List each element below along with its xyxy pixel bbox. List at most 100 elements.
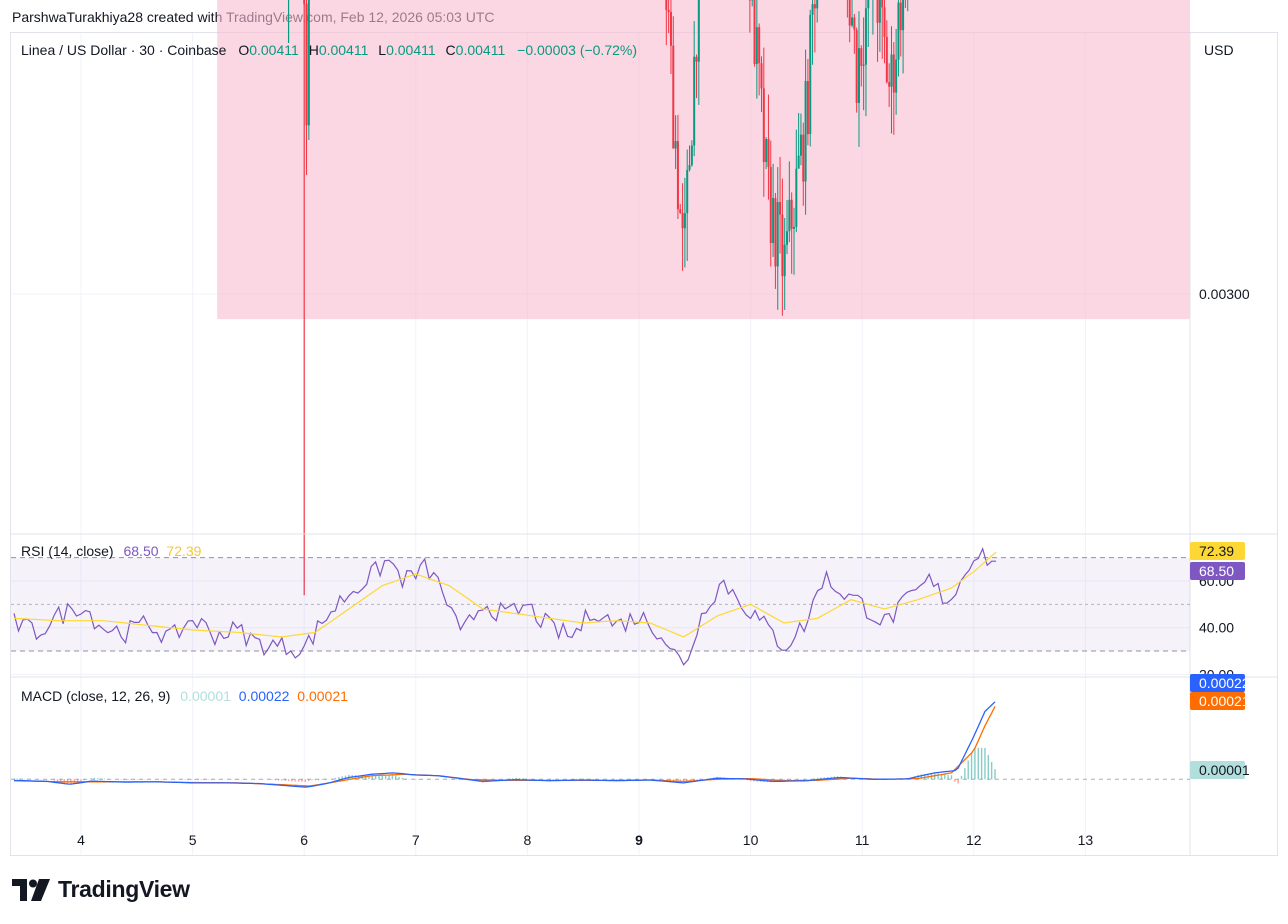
candle-body	[876, 0, 879, 23]
macd-value: 0.00022	[238, 688, 290, 704]
date-tick-label: 5	[189, 832, 197, 848]
macd-signal-value: 0.00021	[297, 688, 348, 704]
rsi-tag	[1190, 562, 1245, 580]
candle-body	[897, 2, 900, 60]
pane-separators	[11, 33, 1277, 855]
signal-tag-label: 0.00021	[1199, 693, 1250, 709]
price-candles	[287, 0, 909, 596]
rsi-ma-value: 72.39	[166, 543, 202, 559]
rsi-pane	[11, 547, 1190, 666]
macd-legend: MACD (close, 12, 26, 9) 0.00001 0.00022 …	[21, 688, 348, 704]
open-value: 0.00411	[249, 42, 299, 58]
candle-body	[788, 199, 791, 232]
candle-body	[683, 213, 686, 229]
candle-body	[781, 214, 784, 277]
candle-body	[855, 29, 858, 103]
candle-body	[693, 56, 696, 146]
candle-body	[681, 212, 684, 229]
candle-body	[878, 0, 881, 23]
candle-body	[755, 27, 758, 64]
rsi-ma-line	[13, 551, 997, 638]
candle-body	[902, 0, 905, 31]
candle-body	[776, 202, 779, 267]
macd-tag	[1190, 674, 1245, 692]
close-key: C	[445, 42, 456, 58]
candle-body	[774, 198, 777, 267]
range-zone	[217, 0, 1191, 320]
price-axis-unit: USD	[1204, 42, 1234, 58]
candle-body	[806, 81, 809, 135]
candle-body	[799, 134, 802, 156]
candle-body	[786, 231, 789, 245]
candle-body	[853, 17, 856, 30]
candle-body	[899, 2, 902, 31]
rsi-tick-label: 40.00	[1199, 620, 1234, 636]
macd-tag-label: 0.00022	[1199, 675, 1250, 691]
date-tick-label: 9	[635, 832, 643, 848]
candle-body	[848, 0, 851, 26]
candle-body	[758, 27, 761, 64]
rsi-title[interactable]: RSI (14, close)	[21, 543, 114, 559]
signal-tag	[1190, 692, 1245, 710]
candle-body	[679, 209, 682, 213]
tradingview-logo-text: TradingView	[58, 876, 190, 902]
rsi-value: 68.50	[123, 543, 159, 559]
candle-body	[676, 141, 679, 210]
open-key: O	[238, 42, 250, 58]
candle-body	[890, 54, 893, 87]
date-tick-label: 7	[412, 832, 420, 848]
tradingview-logo[interactable]: TradingView	[12, 876, 190, 903]
rsi-line	[13, 547, 997, 666]
low-value: 0.00411	[386, 42, 436, 58]
date-tick-label: 4	[77, 832, 85, 848]
candle-body	[860, 48, 863, 66]
candle-body	[688, 165, 691, 170]
candle-body	[816, 0, 819, 9]
rsi-ma-tag	[1190, 542, 1245, 560]
candle-body	[857, 48, 860, 103]
candle-body	[811, 4, 814, 15]
candle-body	[765, 139, 768, 163]
rsi-tag-label: 68.50	[1199, 563, 1234, 579]
candle-body	[697, 0, 700, 62]
candle-body	[888, 82, 891, 87]
candle-body	[864, 8, 867, 65]
date-tick-label: 13	[1078, 832, 1094, 848]
symbol-title[interactable]: Linea / US Dollar · 30 · Coinbase	[21, 42, 227, 58]
rsi-legend: RSI (14, close) 68.50 72.39	[21, 543, 201, 559]
candle-body	[804, 81, 807, 182]
candle-body	[813, 4, 816, 9]
candle-body	[760, 63, 763, 89]
candle-body	[686, 169, 689, 214]
change-value: −0.00003 (−0.72%)	[517, 42, 638, 58]
candle-body	[305, 3, 308, 126]
main-legend: Linea / US Dollar · 30 · Coinbase O0.004…	[21, 42, 637, 58]
candle-body	[672, 45, 675, 149]
candle-body	[772, 198, 775, 244]
date-tick-label: 6	[300, 832, 308, 848]
macd-title[interactable]: MACD (close, 12, 26, 9)	[21, 688, 171, 704]
candle-body	[881, 0, 884, 8]
candle-body	[674, 141, 677, 149]
candle-body	[851, 17, 854, 26]
macd-hist-value: 0.00001	[180, 688, 231, 704]
candle-body	[695, 56, 698, 62]
hist-tag	[1190, 761, 1245, 779]
candle-body	[783, 244, 786, 277]
candle-body	[792, 226, 795, 229]
macd-line	[13, 701, 996, 788]
candle-body	[867, 0, 870, 9]
date-tick-label: 12	[966, 832, 982, 848]
candle-body	[769, 167, 772, 244]
candle-body	[762, 88, 765, 163]
candle-body	[892, 54, 895, 93]
low-key: L	[378, 42, 387, 58]
candle-body	[809, 14, 812, 135]
candle-body	[690, 145, 693, 166]
date-tick-label: 8	[524, 832, 532, 848]
candle-body	[885, 36, 888, 83]
price-tick-label: 0.00300	[1199, 286, 1250, 302]
date-tick-label: 10	[743, 832, 759, 848]
high-value: 0.00411	[318, 42, 369, 58]
